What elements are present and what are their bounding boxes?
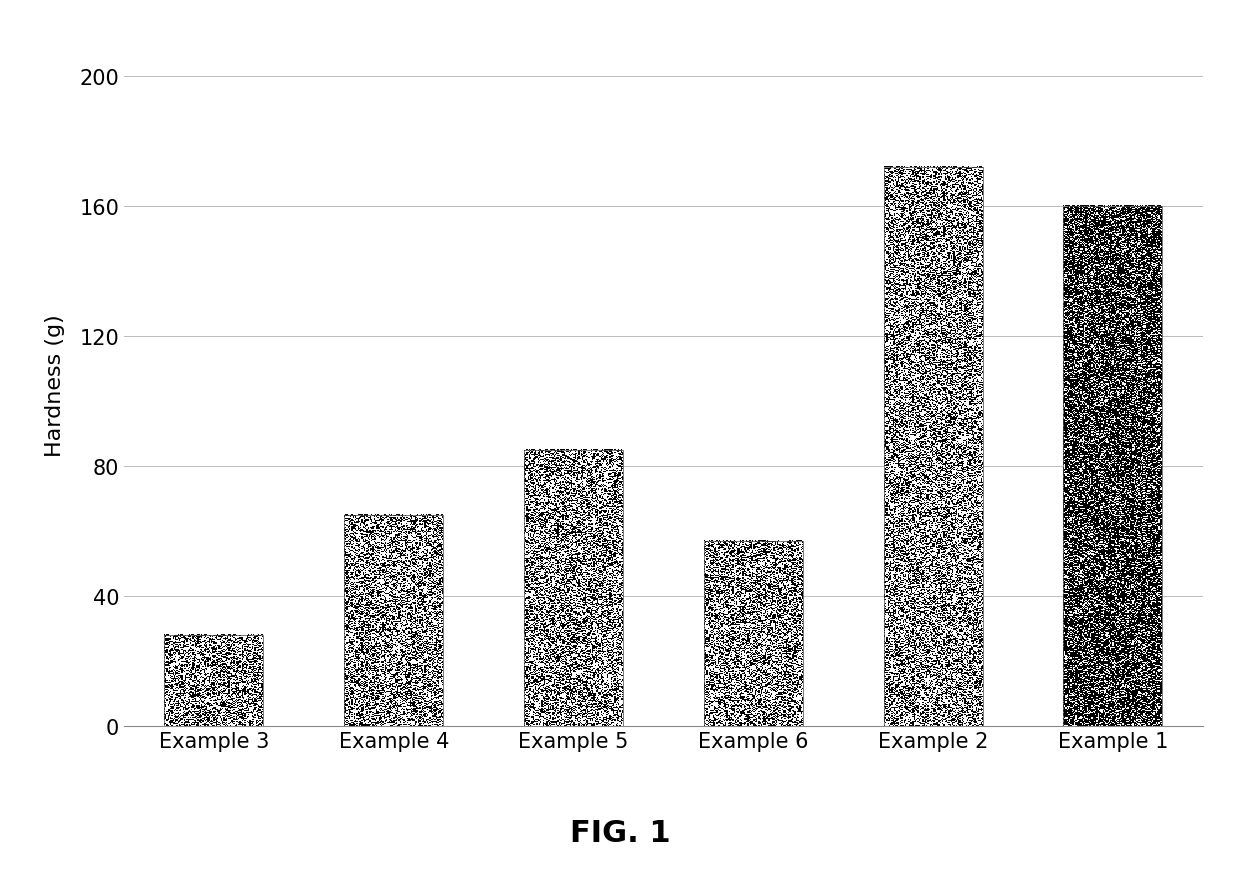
Bar: [1064, 206, 1162, 727]
Bar: [884, 167, 982, 727]
Bar: [525, 450, 622, 727]
Bar: [165, 635, 263, 727]
Text: FIG. 1: FIG. 1: [569, 819, 671, 847]
Bar: [345, 516, 443, 727]
Y-axis label: Hardness (g): Hardness (g): [46, 315, 66, 456]
Bar: [704, 541, 802, 727]
